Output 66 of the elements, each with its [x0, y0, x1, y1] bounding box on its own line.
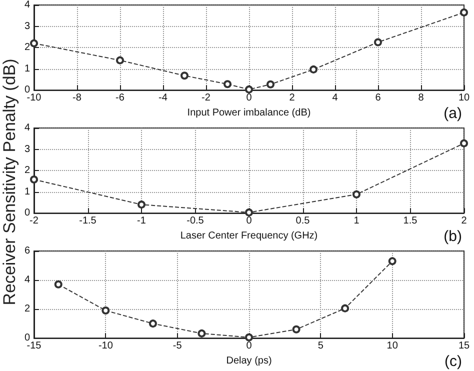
x-tick-label: 2 — [289, 92, 296, 104]
y-tick-label: 4 — [24, 122, 30, 134]
y-tick-label: 1 — [24, 186, 30, 198]
point — [460, 139, 468, 148]
x-tick-label: -4 — [158, 92, 168, 104]
y-tick-label: 3 — [24, 144, 30, 155]
point — [224, 80, 232, 88]
point — [245, 333, 253, 342]
text: (c) — [444, 353, 462, 370]
y-tick-label: 2 — [24, 304, 30, 315]
y-tick-label: 4 — [24, 274, 30, 286]
x-tick-label: -1 — [137, 216, 146, 227]
y-tick-label: 1 — [24, 63, 30, 74]
point — [116, 56, 124, 64]
x-tick-label: 1 — [354, 216, 360, 227]
x-tick-label: 0 — [246, 340, 252, 352]
x-tick-label: -2 — [30, 216, 39, 227]
x-axis-title: Input Power imbalance (dB) — [187, 108, 311, 118]
point — [266, 80, 274, 88]
text: (b) — [444, 228, 462, 245]
point — [245, 208, 253, 216]
x-tick-label: -1.5 — [79, 216, 97, 227]
x-tick-label: -6 — [116, 92, 125, 104]
x-tick-label: 0 — [246, 216, 252, 227]
x-tick-label: 2 — [461, 216, 468, 227]
point — [388, 257, 396, 266]
y-tick-label: 0 — [24, 208, 30, 219]
point — [30, 39, 38, 48]
x-tick-label: 1.5 — [403, 216, 418, 227]
y-tick-label: 2 — [24, 165, 30, 176]
x-tick-label: 8 — [418, 92, 424, 104]
text: (a) — [444, 105, 462, 122]
x-tick-label: 0.5 — [296, 216, 310, 227]
x-tick-label: 15 — [458, 340, 470, 352]
x-tick-label: 10 — [458, 92, 470, 104]
point — [292, 325, 300, 334]
point — [148, 320, 157, 328]
x-tick-label: -8 — [72, 92, 82, 104]
y-tick-label: 4 — [24, 0, 30, 10]
point — [352, 190, 360, 198]
x-tick-label: 10 — [386, 340, 398, 352]
x-tick-label: -2 — [202, 92, 211, 104]
point — [30, 175, 38, 184]
point — [198, 329, 206, 338]
point — [460, 8, 468, 16]
y-tick-label: 3 — [24, 20, 30, 32]
point — [374, 38, 382, 46]
point — [310, 65, 318, 74]
y-tick-label: 2 — [24, 42, 30, 54]
x-tick-label: -0.5 — [186, 216, 204, 227]
x-tick-label: 4 — [332, 92, 338, 104]
x-tick-label: -5 — [172, 340, 182, 352]
x-axis-title: Delay (ps) — [226, 356, 272, 366]
x-tick-label: 5 — [318, 340, 324, 352]
point — [138, 200, 146, 209]
x-tick-label: 0 — [246, 92, 252, 104]
point — [102, 306, 110, 315]
point — [341, 304, 350, 312]
x-tick-label: -10 — [98, 340, 114, 352]
point — [180, 72, 188, 80]
point — [54, 280, 62, 288]
y-axis-title: Receiver Sensitivity Penalty (dB) — [0, 58, 20, 308]
x-tick-label: 6 — [375, 92, 382, 104]
point — [245, 85, 253, 94]
y-tick-label: 6 — [24, 246, 30, 256]
x-axis-title: Laser Center Frequency (GHz) — [180, 230, 318, 242]
